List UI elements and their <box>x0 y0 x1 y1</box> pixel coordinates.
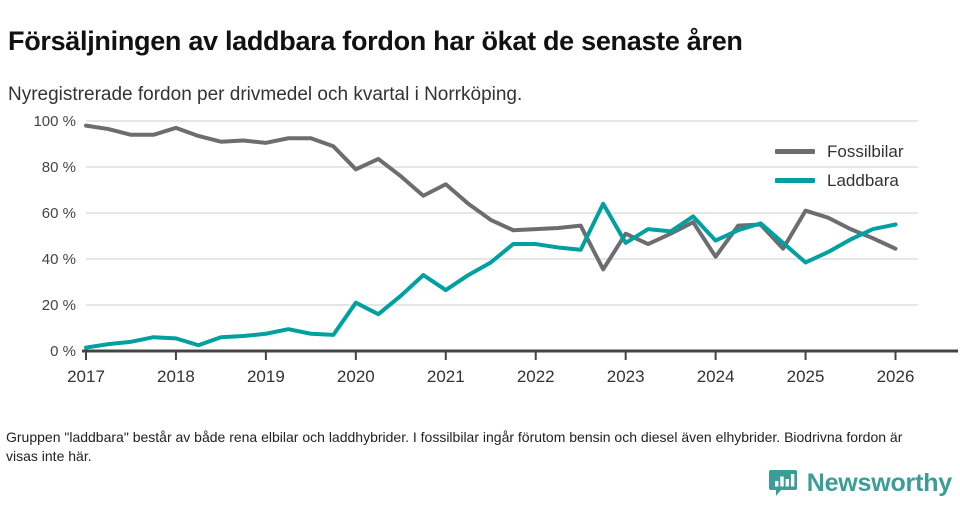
x-axis-tick-label: 2023 <box>607 367 645 386</box>
chart-footnote: Gruppen "laddbara" består av både rena e… <box>6 429 903 464</box>
line-chart: 0 % 20 % 40 % 60 % 80 % 100 % 2017 2018 2019 202… <box>0 100 960 395</box>
gridlines <box>86 120 918 306</box>
y-axis-tick-label: 80 % <box>42 159 76 176</box>
y-axis-tick-label: 20 % <box>42 297 76 314</box>
y-axis-tick-label: 100 % <box>33 113 76 130</box>
brand-name: Newsworthy <box>806 468 952 497</box>
series-lines <box>84 123 898 350</box>
page-title: Försäljningen av laddbara fordon har öka… <box>8 26 743 57</box>
legend-item-fossilbilar[interactable]: Fossilbilar <box>775 137 955 166</box>
chart-svg: 0 % 20 % 40 % 60 % 80 % 100 % 2017 2018 2019 202… <box>33 113 958 386</box>
y-axis-labels: 0 % 20 % 40 % 60 % 80 % 100 % <box>33 113 76 360</box>
y-axis-tick-label: 60 % <box>42 205 76 222</box>
series-line-laddbara <box>84 201 898 350</box>
x-axis-tick-label: 2026 <box>877 367 915 386</box>
legend-label-laddbara: Laddbara <box>827 170 899 190</box>
x-axis-tick-label: 2021 <box>427 367 465 386</box>
x-axis-tick-label: 2017 <box>67 367 105 386</box>
x-axis-tick-label: 2020 <box>337 367 375 386</box>
x-axis-tick-label: 2019 <box>247 367 285 386</box>
x-axis-tick-label: 2018 <box>157 367 195 386</box>
legend-label-fossilbilar: Fossilbilar <box>827 141 904 161</box>
chart-legend: Fossilbilar Laddbara <box>775 137 955 195</box>
legend-swatch-fossilbilar <box>775 149 815 154</box>
legend-swatch-laddbara <box>775 178 815 183</box>
legend-item-laddbara[interactable]: Laddbara <box>775 166 955 195</box>
x-axis-labels: 2017 2018 2019 2020 2021 2022 2023 2024 2025 2026 <box>67 367 914 386</box>
y-axis-tick-label: 0 % <box>50 343 76 360</box>
bar-chart-speech-bubble-icon <box>768 470 797 496</box>
y-axis-tick-label: 40 % <box>42 251 76 268</box>
x-axis-tick-label: 2024 <box>697 367 735 386</box>
page-subtitle: Nyregistrerade fordon per drivmedel och … <box>8 83 523 105</box>
x-axis <box>82 349 958 360</box>
newsworthy-logo[interactable]: Newsworthy <box>768 468 952 498</box>
x-axis-tick-label: 2025 <box>787 367 825 386</box>
x-axis-tick-label: 2022 <box>517 367 555 386</box>
